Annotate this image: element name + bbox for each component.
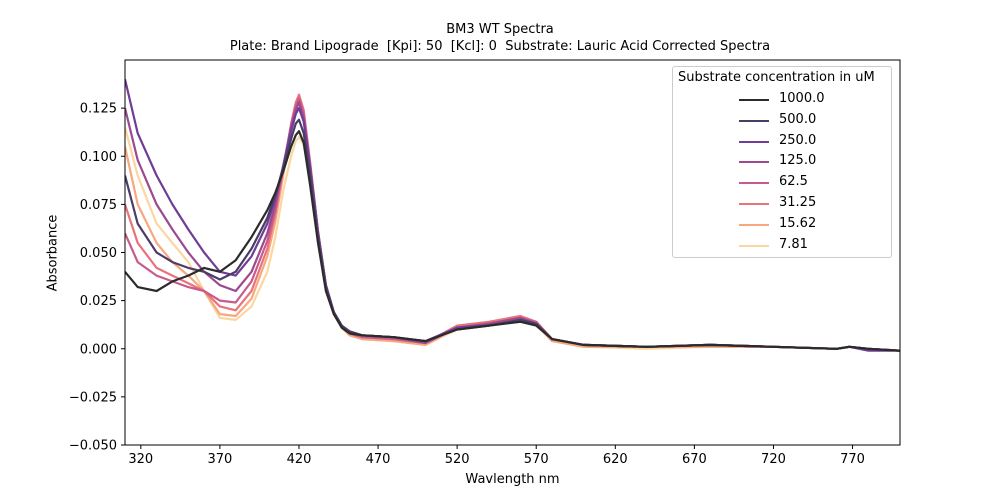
chart-subtitle: Plate: Brand Lipograde [Kpi]: 50 [Kcl]: …	[229, 39, 771, 54]
legend-swatch	[739, 203, 769, 205]
y-tick-label: 0.000	[80, 342, 117, 357]
legend-entry: 31.25	[673, 195, 891, 213]
x-tick-label: 620	[603, 452, 628, 467]
legend-entry: 62.5	[673, 174, 891, 192]
legend-label: 125.0	[779, 153, 817, 169]
series-line-1000.0	[125, 130, 900, 352]
y-tick-label: 0.025	[80, 294, 117, 309]
x-tick-label: 670	[682, 452, 707, 467]
legend-swatch	[739, 244, 769, 247]
legend-entry: 15.62	[673, 216, 891, 234]
x-tick-label: 570	[524, 452, 549, 467]
legend-label: 7.81	[779, 236, 808, 252]
series-layer	[125, 79, 900, 352]
legend: Substrate concentration in uM 1000.0 500.…	[672, 66, 892, 258]
y-tick-label: 0.125	[80, 102, 117, 117]
x-tick-label: 320	[128, 452, 153, 467]
legend-entry: 500.0	[673, 112, 891, 130]
legend-swatch	[739, 223, 769, 226]
legend-swatch	[739, 99, 769, 101]
x-axis-label: Wavlength nm	[465, 472, 560, 487]
legend-swatch	[739, 140, 769, 143]
axes-layer: 320 370 420 470 520 570 620 670 720 770 −0.050 −0.0…	[69, 59, 901, 467]
legend-entry: 1000.0	[673, 91, 891, 109]
x-tick-label: 420	[287, 452, 312, 467]
legend-swatch	[739, 161, 769, 164]
legend-label: 15.62	[779, 215, 817, 231]
legend-label: 500.0	[779, 111, 817, 127]
x-tick-label: 370	[207, 452, 232, 467]
legend-label: 1000.0	[779, 91, 825, 106]
y-tick-label: −0.025	[69, 390, 117, 405]
legend-title: Substrate concentration in uM	[678, 70, 875, 85]
y-tick-label: 0.100	[80, 150, 117, 165]
legend-label: 250.0	[779, 132, 817, 148]
legend-entry: 250.0	[673, 133, 891, 151]
legend-entry: 125.0	[673, 153, 891, 171]
legend-entry: 7.81	[673, 237, 891, 255]
legend-swatch	[739, 119, 769, 122]
legend-swatch	[739, 182, 769, 185]
y-tick-label: −0.050	[69, 439, 117, 454]
legend-label: 31.25	[779, 195, 817, 210]
x-tick-label: 520	[445, 452, 470, 467]
x-tick-label: 770	[840, 452, 865, 467]
y-tick-label: 0.050	[80, 246, 117, 261]
chart-title: BM3 WT Spectra	[446, 22, 554, 37]
y-axis-label: Absorbance	[45, 214, 61, 292]
x-tick-label: 470	[366, 452, 391, 467]
y-tick-label: 0.075	[80, 198, 117, 213]
legend-label: 62.5	[779, 174, 808, 190]
x-tick-label: 720	[761, 452, 786, 467]
